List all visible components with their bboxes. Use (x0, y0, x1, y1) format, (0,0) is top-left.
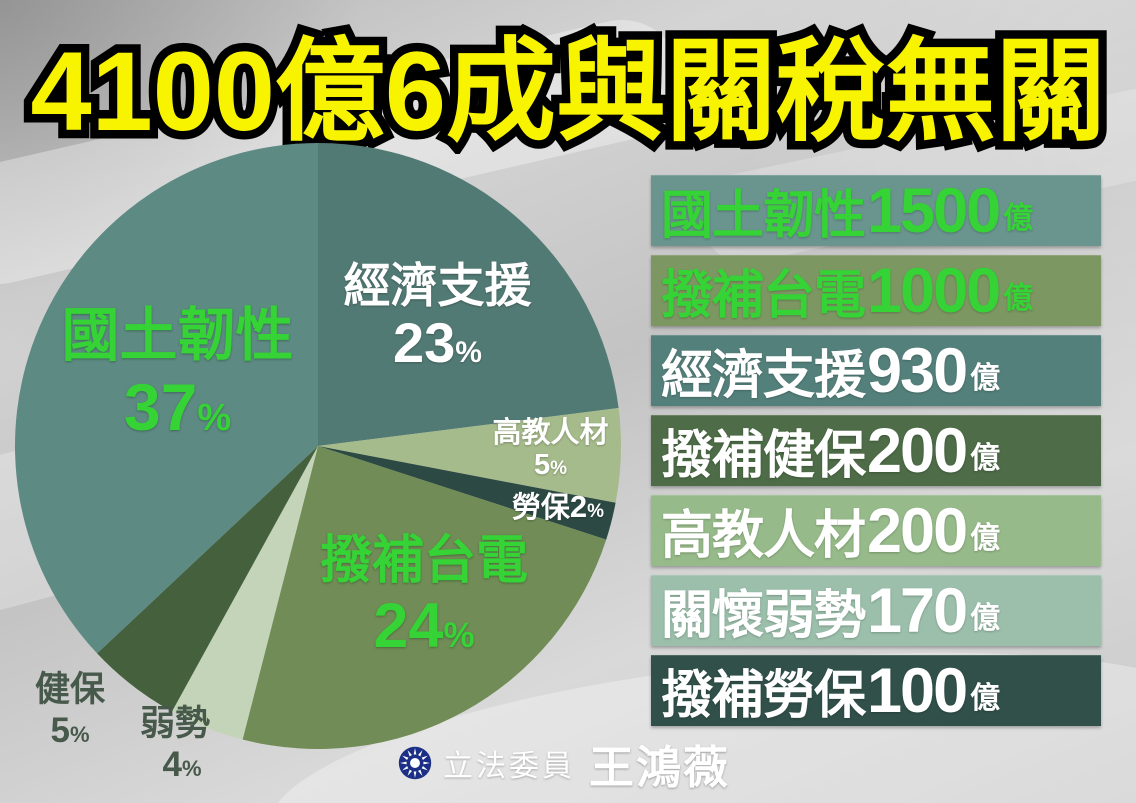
legend-unit: 億 (970, 602, 1001, 635)
slice-name: 弱勢 (139, 704, 210, 743)
legend-unit: 億 (1003, 202, 1034, 235)
slice-percent: 4% (162, 744, 202, 784)
pie-slice-2 (318, 408, 621, 503)
emblem-sun-ray (402, 755, 409, 760)
footer: 立法委員 王鴻薇 (397, 742, 730, 793)
footer-role-label: 立法委員 (443, 750, 575, 783)
kmt-party-emblem-icon (398, 746, 432, 780)
slice-percent: 37% (123, 369, 232, 444)
legend-label: 撥補台電 (661, 267, 866, 325)
emblem-sun-ray (407, 750, 412, 757)
legend-row-3: 經濟支援 930 億 (651, 335, 1101, 406)
pie-label-national-resilience: 國土韌性 37% (25, 303, 330, 444)
emblem-sun-ray (413, 771, 417, 778)
legend-label: 撥補勞保 (661, 667, 866, 725)
footer-legislator-name: 王鴻薇 (589, 741, 731, 793)
slice-percent: 5% (533, 449, 568, 482)
poster-title-svg: 4100億6成與關稅無關 (22, 21, 1114, 155)
slice-percent: 5% (50, 710, 90, 750)
pie-label-health-insurance: 健保 5% (20, 670, 120, 750)
slice-name: 撥補台電 (319, 532, 528, 590)
emblem-sun-ray (423, 761, 430, 765)
emblem-sun-ray (418, 769, 423, 776)
pie-slice-5 (172, 446, 318, 740)
pie-slice-3 (318, 446, 616, 540)
emblem-sun-ray (421, 766, 428, 771)
legend-label: 高教人材 (661, 507, 866, 565)
legend-amount: 200 (867, 495, 968, 566)
legend-list: 國土韌性 1500 億撥補台電 1000 億經濟支援 930 億撥補健保 200 億高教人材 20… (651, 175, 1101, 735)
emblem-sun-ray (400, 761, 407, 765)
pie-slice-7 (14, 142, 318, 654)
pie-slice-6 (97, 446, 318, 712)
slice-percent: 24% (373, 590, 475, 661)
page-title: 4100億6成與關稅無關 (31, 29, 1106, 154)
pie-label-higher-education: 高教人材 5% (468, 418, 633, 481)
slice-name: 健保 (34, 670, 105, 709)
legend-row-6: 關懷弱勢 170 億 (651, 575, 1101, 646)
legend-unit: 億 (970, 362, 1001, 395)
legend-label: 經濟支援 (661, 347, 866, 405)
legend-row-7: 撥補勞保 100 億 (651, 655, 1101, 726)
pie-label-taipower-subsidy: 撥補台電 24% (290, 534, 558, 659)
legend-unit: 億 (970, 522, 1001, 555)
legend-label: 國土韌性 (661, 187, 866, 245)
slice-name: 勞保 (511, 492, 570, 524)
legend-unit: 億 (1003, 282, 1034, 315)
slice-name: 國土韌性 (61, 303, 294, 368)
emblem-sun-ray (402, 766, 409, 771)
legend-row-5: 高教人材 200 億 (651, 495, 1101, 566)
pie-slice-1 (318, 143, 619, 446)
slice-percent: 23% (393, 311, 482, 375)
pie-slice-4 (242, 446, 607, 750)
emblem-sun-ray (418, 750, 423, 757)
emblem-sun-ray (407, 769, 412, 776)
legend-label: 關懷弱勢 (661, 587, 866, 645)
emblem-white-sun (400, 748, 430, 778)
legend-amount: 100 (867, 655, 968, 726)
legend-amount: 930 (867, 335, 968, 406)
legend-unit: 億 (970, 442, 1001, 475)
legend-row-2: 撥補台電 1000 億 (651, 255, 1101, 326)
slice-percent: 2% (569, 489, 605, 524)
legend-row-1: 國土韌性 1500 億 (651, 175, 1101, 246)
emblem-sun-ray (413, 748, 417, 755)
legend-label: 撥補健保 (661, 427, 866, 485)
pie-label-economic-support: 經濟支援 23% (325, 261, 550, 373)
legend-amount: 1500 (867, 175, 1001, 246)
legend-row-4: 撥補健保 200 億 (651, 415, 1101, 486)
legend-amount: 170 (867, 575, 968, 646)
pie-label-labor-insurance: 勞保2% (478, 489, 638, 524)
legend-amount: 200 (867, 415, 968, 486)
slice-name: 經濟支援 (343, 259, 532, 312)
legend-amount: 1000 (867, 255, 1001, 326)
emblem-sun-ray (421, 755, 428, 760)
legend-unit: 億 (970, 682, 1001, 715)
slice-name: 高教人材 (492, 417, 609, 449)
pie-label-disadvantaged: 弱勢 4% (115, 704, 235, 784)
